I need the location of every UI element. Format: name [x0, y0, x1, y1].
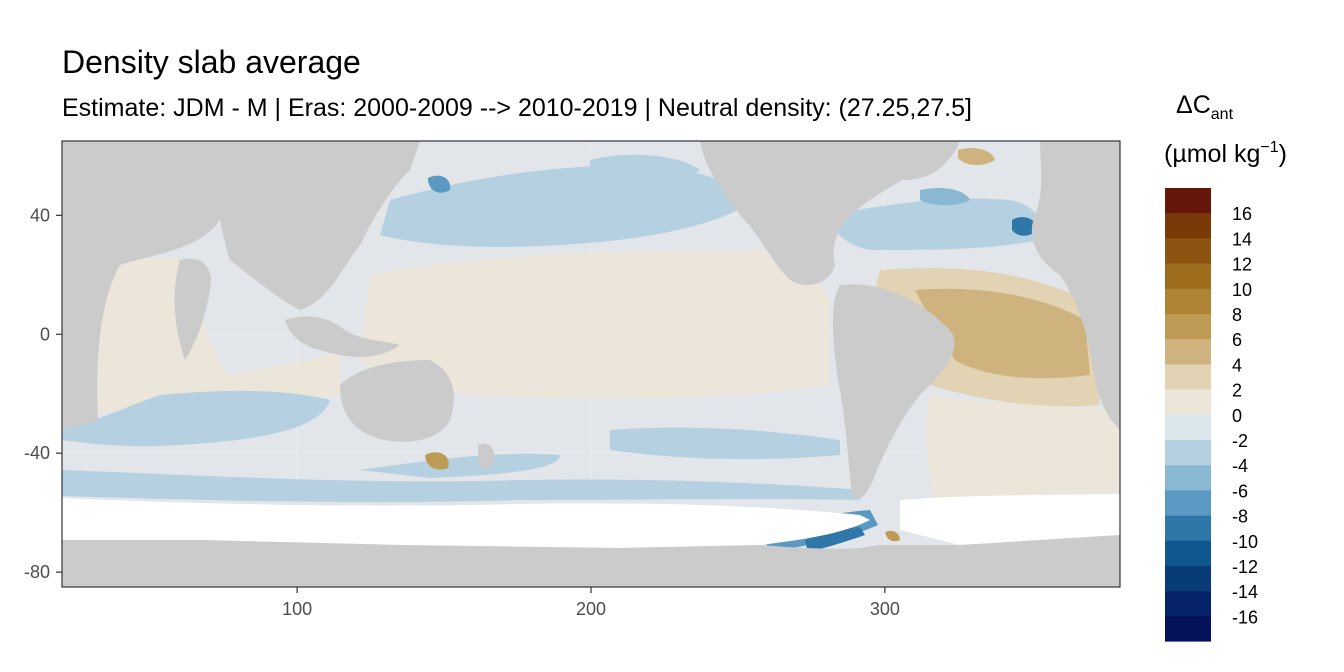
legend-swatch	[1165, 591, 1211, 617]
legend-swatch	[1165, 188, 1211, 214]
antarctic-no-data-atlantic	[900, 494, 1120, 545]
legend-swatch	[1165, 515, 1211, 542]
north-pacific-region	[380, 165, 755, 247]
legend-label: 16	[1232, 204, 1252, 224]
southern-ocean-band	[62, 470, 860, 503]
mediterranean-outflow-region	[1012, 217, 1038, 236]
kuroshio-region	[428, 175, 451, 193]
africa-east-landmass	[62, 141, 220, 430]
southern-indian-region	[62, 390, 330, 447]
legend-swatch	[1165, 566, 1211, 592]
india-landmass	[174, 258, 211, 360]
australia-landmass	[340, 360, 454, 442]
asia-landmass	[210, 141, 420, 310]
legend-label: -4	[1232, 456, 1248, 476]
greenland-landmass	[860, 141, 960, 180]
y-axis: 40 0 -40 -80	[24, 205, 62, 582]
legend-swatch	[1165, 263, 1211, 290]
legend-unit-superscript: −1	[1260, 139, 1278, 156]
legend-swatch	[1165, 238, 1211, 265]
legend-label: -6	[1232, 481, 1248, 501]
legend-swatch	[1165, 288, 1211, 315]
y-tick-label: -40	[24, 443, 50, 463]
colorbar-legend: ΔCant (µmol kg−1) 16 14 12 10 8 6 4 2 0 -2 -4 -6 -8 -…	[1164, 91, 1287, 642]
tropical-atlantic-core	[915, 288, 1090, 379]
legend-swatch	[1165, 465, 1211, 491]
legend-swatch	[1165, 490, 1211, 517]
x-tick-label: 200	[576, 599, 606, 619]
map-panel	[62, 141, 1120, 587]
indonesia-landmass	[285, 316, 400, 357]
legend-label: 4	[1232, 355, 1242, 375]
legend-label: -10	[1232, 532, 1258, 552]
legend-label: -12	[1232, 557, 1258, 577]
legend-title-main: ΔCant	[1176, 91, 1234, 123]
antarctica-landmass	[62, 535, 1120, 587]
legend-unit-close: )	[1279, 140, 1287, 168]
legend-label: -16	[1232, 607, 1258, 627]
legend-label: -14	[1232, 582, 1258, 602]
africa-west-landmass	[1060, 275, 1120, 430]
europe-africa-landmass	[1031, 141, 1120, 320]
tropical-pacific-region	[360, 250, 830, 400]
weddell-anomaly	[885, 530, 900, 542]
legend-title-subscript: ant	[1211, 106, 1234, 123]
legend-swatch	[1165, 540, 1211, 567]
legend-swatch	[1165, 364, 1211, 391]
legend-swatch	[1165, 414, 1211, 441]
y-tick-label: -80	[24, 562, 50, 582]
chart-title: Density slab average	[62, 44, 361, 80]
legend-label: 0	[1232, 406, 1242, 426]
labrador-sea-region	[920, 188, 970, 206]
southern-ocean-band-2	[360, 453, 560, 478]
legend-label: 12	[1232, 255, 1252, 275]
legend-swatch	[1165, 339, 1211, 365]
legend-label: 8	[1232, 305, 1242, 325]
new-zealand-landmass	[478, 443, 495, 469]
indian-ocean-region	[62, 258, 340, 415]
legend-swatch-end	[1165, 616, 1211, 642]
tasman-anomaly	[425, 452, 449, 470]
south-america-landmass	[833, 284, 955, 499]
legend-label: -2	[1232, 431, 1248, 451]
legend-label: 2	[1232, 381, 1242, 401]
greenland-sea-region	[958, 148, 995, 166]
y-tick-label: 0	[40, 324, 50, 344]
north-atlantic-region	[830, 198, 1042, 250]
x-axis: 100 200 300	[282, 587, 900, 619]
legend-label: 6	[1232, 330, 1242, 350]
legend-swatch	[1165, 389, 1211, 416]
y-tick-label: 40	[30, 205, 50, 225]
legend-bins: 16 14 12 10 8 6 4 2 0 -2 -4 -6 -8 -10 -12 -14 -16	[1165, 188, 1258, 642]
x-tick-label: 300	[870, 599, 900, 619]
legend-swatch	[1165, 440, 1211, 466]
chart-subtitle: Estimate: JDM - M | Eras: 2000-2009 --> …	[62, 94, 972, 122]
legend-label: -8	[1232, 507, 1248, 527]
legend-label: 14	[1232, 229, 1252, 249]
north-pacific-region-2	[590, 154, 700, 184]
drake-passage-core	[805, 527, 865, 552]
legend-swatch	[1165, 314, 1211, 340]
legend-label: 10	[1232, 280, 1252, 300]
landmasses	[62, 141, 1120, 587]
x-tick-label: 100	[282, 599, 312, 619]
legend-title-unit: (µmol kg−1)	[1164, 139, 1287, 168]
legend-swatch	[1165, 213, 1211, 239]
southern-pacific-region	[610, 427, 840, 460]
south-atlantic-region	[926, 395, 1120, 520]
antarctic-no-data	[62, 498, 870, 548]
